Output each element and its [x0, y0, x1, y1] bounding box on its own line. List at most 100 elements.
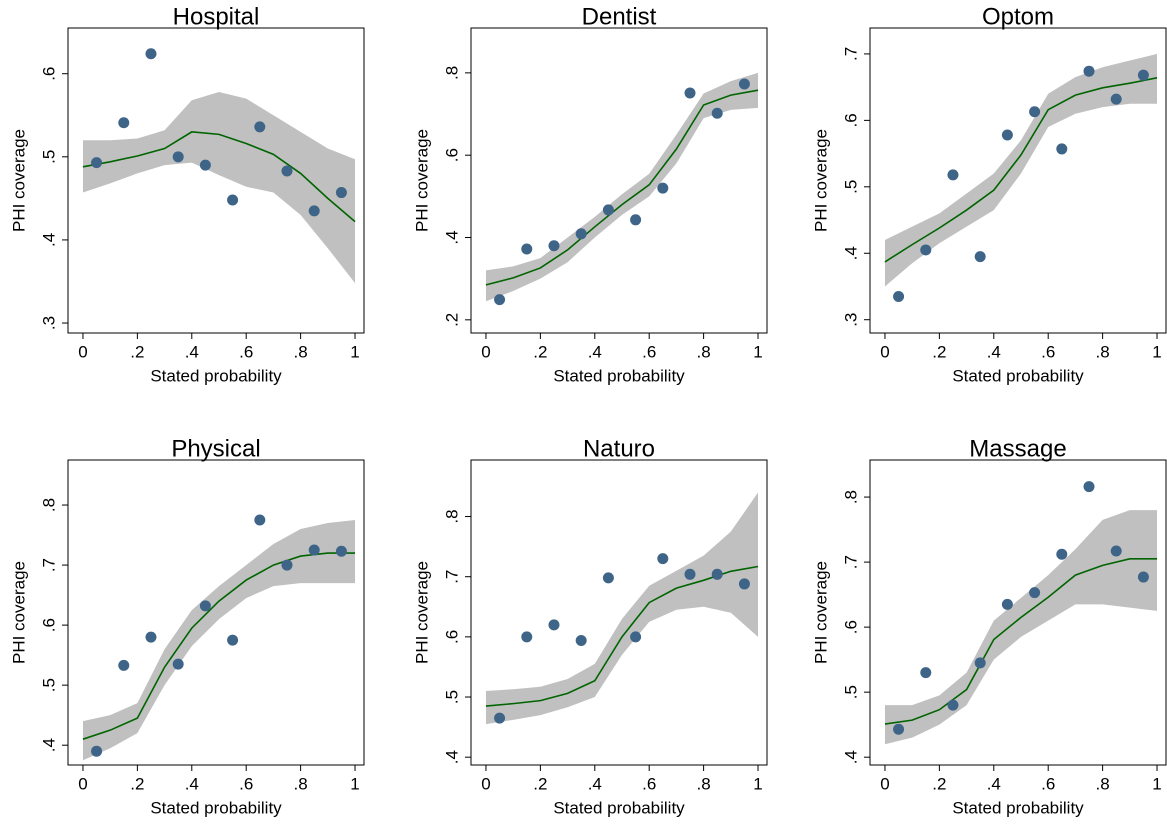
- y-tick-label: .4: [841, 750, 860, 764]
- data-point: [145, 48, 157, 60]
- y-tick-label: .8: [442, 66, 461, 80]
- panel-title: Hospital: [173, 3, 260, 30]
- x-axis-title: Stated probability: [553, 366, 685, 385]
- data-point: [711, 568, 723, 580]
- data-point: [1083, 481, 1095, 493]
- data-point: [199, 600, 211, 612]
- data-point: [684, 568, 696, 580]
- data-point: [575, 634, 587, 646]
- data-point: [947, 699, 959, 711]
- data-point: [684, 87, 696, 99]
- x-tick-label: .2: [130, 774, 144, 793]
- y-tick-label: .7: [442, 570, 461, 584]
- y-axis-title: PHI coverage: [9, 561, 28, 664]
- x-tick-label: .2: [533, 774, 547, 793]
- x-tick-label: .6: [1041, 342, 1055, 361]
- x-axis-title: Stated probability: [150, 366, 282, 385]
- x-tick-label: 0: [481, 774, 490, 793]
- panel-title: Dentist: [582, 3, 657, 30]
- confidence-band: [884, 510, 1158, 745]
- y-tick-label: .4: [39, 233, 58, 247]
- fit-line: [485, 89, 759, 286]
- x-tick-label: .8: [1096, 774, 1110, 793]
- data-point: [1137, 571, 1149, 583]
- data-point: [91, 745, 103, 757]
- data-point: [630, 214, 642, 226]
- x-tick-label: .6: [642, 342, 656, 361]
- x-tick-label: .6: [1041, 774, 1055, 793]
- data-point: [281, 559, 293, 571]
- confidence-band: [82, 520, 356, 761]
- y-tick-label: .6: [39, 67, 58, 81]
- y-tick-label: .5: [442, 690, 461, 704]
- panel: 0 .2 .4 .6 .8 1 .4 .5 .6 .7 .8 Stated probability PH…: [412, 435, 768, 817]
- data-point: [91, 157, 103, 169]
- x-tick-label: .8: [697, 774, 711, 793]
- data-point: [494, 712, 506, 724]
- y-tick-label: .2: [442, 313, 461, 327]
- data-point: [1056, 548, 1068, 560]
- y-tick-label: .5: [39, 678, 58, 692]
- data-point: [254, 514, 266, 526]
- data-point: [548, 240, 560, 252]
- data-point: [657, 182, 669, 194]
- confidence-band: [884, 53, 1158, 287]
- x-tick-label: 0: [880, 774, 889, 793]
- y-axis-title: PHI coverage: [811, 561, 830, 664]
- fit-line: [82, 552, 356, 740]
- y-tick-label: .6: [841, 113, 860, 127]
- y-tick-label: .6: [39, 618, 58, 632]
- data-point: [548, 619, 560, 631]
- x-tick-label: .2: [932, 342, 946, 361]
- x-axis-title: Stated probability: [553, 798, 685, 817]
- data-point: [308, 205, 320, 217]
- y-tick-label: .5: [841, 685, 860, 699]
- confidence-band: [485, 492, 759, 725]
- x-tick-label: .4: [185, 774, 199, 793]
- data-point: [199, 159, 211, 171]
- data-point: [118, 117, 130, 129]
- data-point: [1001, 598, 1013, 610]
- data-point: [1110, 93, 1122, 105]
- data-point: [657, 553, 669, 565]
- data-point: [308, 544, 320, 556]
- y-tick-label: .6: [442, 630, 461, 644]
- x-tick-label: .2: [533, 342, 547, 361]
- y-tick-label: .3: [39, 316, 58, 330]
- panel: 0 .2 .4 .6 .8 1 .4 .5 .6 .7 .8 Stated probability PH…: [811, 435, 1167, 817]
- data-point: [145, 631, 157, 643]
- data-point: [893, 290, 905, 302]
- y-tick-label: .6: [442, 148, 461, 162]
- x-tick-label: .2: [932, 774, 946, 793]
- x-tick-label: 1: [753, 774, 762, 793]
- x-tick-label: .4: [588, 342, 602, 361]
- plot-frame: [67, 27, 365, 334]
- confidence-band: [82, 91, 356, 284]
- y-axis-title: PHI coverage: [412, 129, 431, 232]
- data-point: [521, 243, 533, 255]
- y-tick-label: .8: [39, 498, 58, 512]
- y-tick-label: .4: [442, 230, 461, 244]
- y-tick-label: .5: [841, 180, 860, 194]
- data-point: [1056, 143, 1068, 155]
- y-axis-title: PHI coverage: [412, 561, 431, 664]
- x-tick-label: .4: [987, 774, 1001, 793]
- x-tick-label: .6: [239, 774, 253, 793]
- x-tick-label: 0: [78, 342, 87, 361]
- data-point: [1001, 129, 1013, 141]
- panel-title: Naturo: [583, 435, 655, 462]
- data-point: [1110, 545, 1122, 557]
- y-tick-label: .3: [841, 313, 860, 327]
- x-tick-label: 0: [78, 774, 87, 793]
- data-point: [254, 121, 266, 133]
- data-point: [227, 634, 239, 646]
- y-tick-label: .5: [39, 150, 58, 164]
- data-point: [1137, 69, 1149, 81]
- data-point: [1029, 106, 1041, 118]
- x-axis-title: Stated probability: [952, 798, 1084, 817]
- x-tick-label: 1: [753, 342, 762, 361]
- y-tick-label: .6: [841, 620, 860, 634]
- x-tick-label: .6: [642, 774, 656, 793]
- x-tick-label: .6: [239, 342, 253, 361]
